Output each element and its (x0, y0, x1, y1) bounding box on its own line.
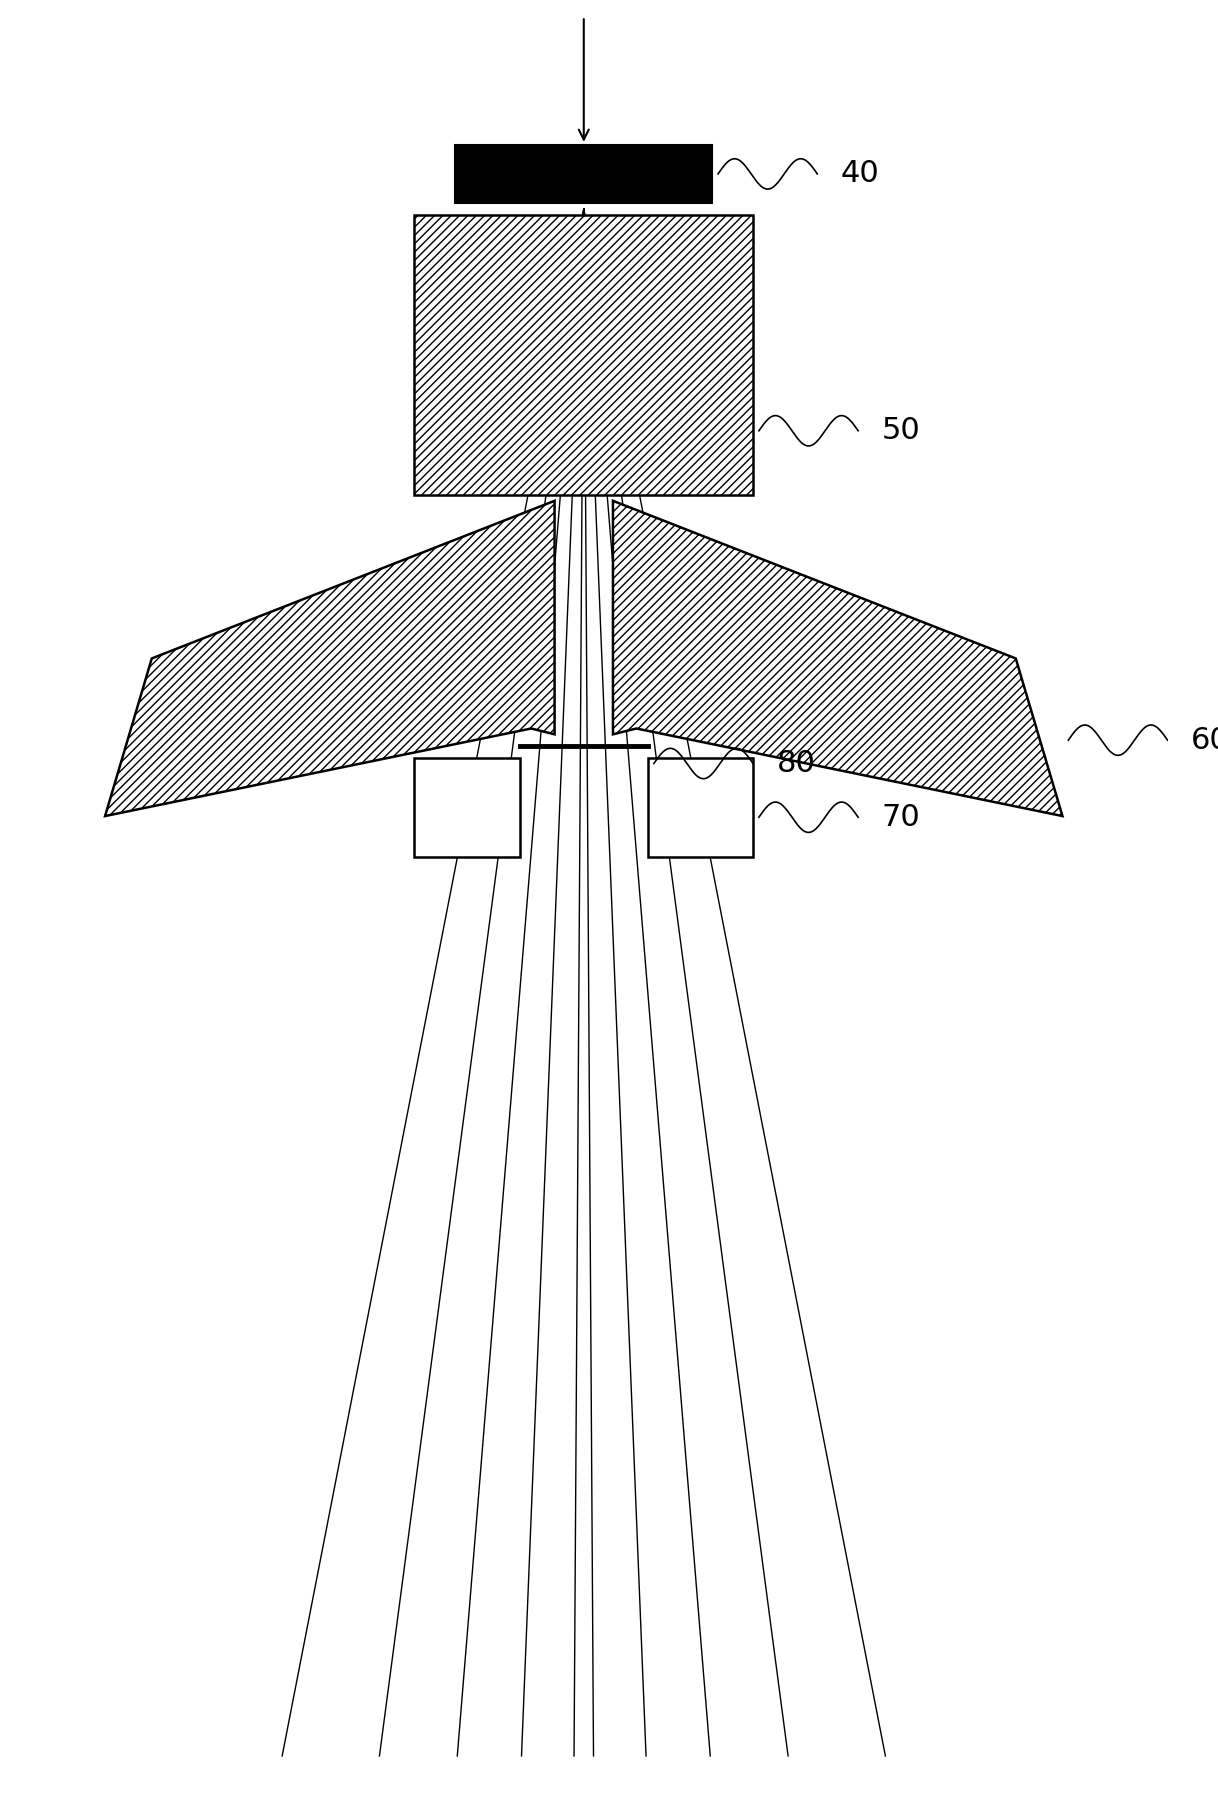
Bar (414, 216, 753, 495)
Text: 60: 60 (1191, 725, 1218, 754)
Bar (648, 757, 753, 857)
Text: 50: 50 (882, 417, 921, 446)
Text: 70: 70 (882, 803, 921, 832)
Text: 80: 80 (776, 748, 815, 777)
Bar (456, 145, 713, 203)
Bar (414, 757, 520, 857)
Text: 40: 40 (840, 159, 879, 188)
Polygon shape (613, 500, 1062, 815)
Polygon shape (105, 500, 554, 815)
